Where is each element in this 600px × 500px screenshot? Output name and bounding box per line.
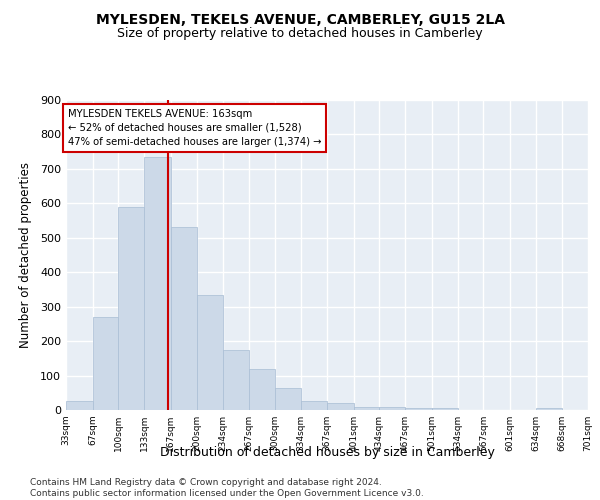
- Text: Contains HM Land Registry data © Crown copyright and database right 2024.
Contai: Contains HM Land Registry data © Crown c…: [30, 478, 424, 498]
- Text: MYLESDEN TEKELS AVENUE: 163sqm
← 52% of detached houses are smaller (1,528)
47% : MYLESDEN TEKELS AVENUE: 163sqm ← 52% of …: [68, 108, 321, 146]
- Bar: [327, 403, 353, 410]
- Bar: [118, 207, 144, 410]
- Bar: [353, 406, 379, 410]
- Bar: [171, 228, 197, 410]
- Bar: [432, 408, 458, 410]
- Text: MYLESDEN, TEKELS AVENUE, CAMBERLEY, GU15 2LA: MYLESDEN, TEKELS AVENUE, CAMBERLEY, GU15…: [95, 12, 505, 26]
- Bar: [379, 406, 405, 410]
- Bar: [536, 408, 562, 410]
- Bar: [66, 402, 92, 410]
- Bar: [223, 350, 249, 410]
- Y-axis label: Number of detached properties: Number of detached properties: [19, 162, 32, 348]
- Bar: [405, 408, 432, 410]
- Bar: [197, 294, 223, 410]
- Bar: [249, 368, 275, 410]
- Text: Size of property relative to detached houses in Camberley: Size of property relative to detached ho…: [117, 28, 483, 40]
- Bar: [275, 388, 301, 410]
- Bar: [144, 157, 171, 410]
- Bar: [92, 317, 118, 410]
- Text: Distribution of detached houses by size in Camberley: Distribution of detached houses by size …: [160, 446, 494, 459]
- Bar: [301, 402, 327, 410]
